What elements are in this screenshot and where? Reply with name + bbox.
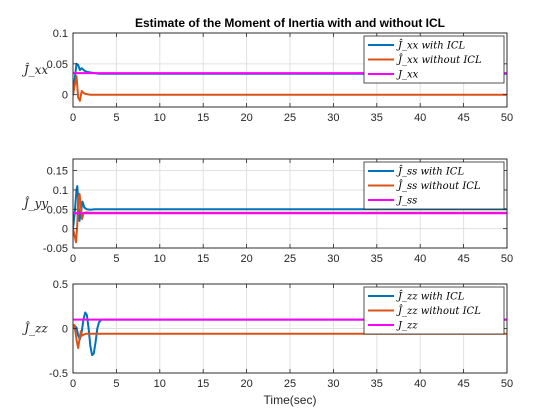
x-tick-label: 25: [284, 112, 296, 124]
subplot-1: 0 5 10 15 20 25 30 35 40 45 50 0 0.05 0.1 Ĵ_xx Ĵ_xx wit…: [21, 28, 513, 124]
x-tick-label: 40: [414, 378, 426, 390]
legend-entry: Ĵ_ss without ICL: [396, 180, 481, 192]
x-tick-label: 5: [113, 112, 119, 124]
legend: Ĵ_ss with ICL Ĵ_ss without ICL J_ss: [363, 161, 505, 210]
y-tick-label: 0.5: [53, 279, 68, 291]
x-tick-label: 25: [284, 253, 296, 265]
legend-entry: Ĵ_zz without ICL: [396, 305, 481, 317]
y-tick-label: -0.05: [43, 243, 68, 255]
x-tick-label: 0: [70, 378, 76, 390]
y-tick-label: 0: [62, 90, 68, 102]
y-axis-label: Ĵ_yy: [21, 196, 49, 211]
subplot-3: 0 5 10 15 20 25 30 35 40 45 50-0.500.5Ĵ_zzĴ_zz wit…: [21, 279, 513, 390]
y-tick-label: 0.1: [53, 28, 68, 40]
x-tick-label: 30: [327, 253, 339, 265]
x-tick-label: 50: [501, 378, 513, 390]
x-tick-label: 45: [457, 253, 469, 265]
x-tick-label: 5: [113, 253, 119, 265]
x-tick-label: 10: [154, 112, 166, 124]
subplot-2-series: [73, 185, 507, 244]
x-tick-label: 50: [501, 253, 513, 265]
y-tick-label: 0.05: [47, 204, 68, 216]
x-tick-label: 0: [70, 253, 76, 265]
x-tick-label: 35: [371, 253, 383, 265]
legend-entry: J_ss: [396, 196, 417, 207]
legend-entry: Ĵ_xx with ICL: [396, 40, 465, 52]
y-tick-label: 0: [62, 224, 68, 236]
y-axis-label: Ĵ_zz: [21, 321, 48, 336]
legend-entry: Ĵ_xx without ICL: [396, 54, 482, 66]
y-tick-label: 0: [62, 324, 68, 336]
x-tick-label: 50: [501, 112, 513, 124]
legend: Ĵ_xx with ICL Ĵ_xx without ICL J_xx: [363, 35, 505, 84]
x-tick-label: 15: [197, 378, 209, 390]
y-tick-label: 0.15: [47, 166, 68, 178]
x-tick-label: 15: [197, 112, 209, 124]
legend-entry: Ĵ_ss with ICL: [396, 166, 464, 178]
x-tick-label: 20: [240, 112, 252, 124]
legend-entry: J_xx: [396, 70, 419, 81]
x-tick-label: 30: [327, 378, 339, 390]
subplot-2: 0 5 10 15 20 25 30 35 40 45 50-0.0500.050.10.15Ĵ_y…: [21, 158, 513, 265]
legend-entry: J_zz: [396, 321, 418, 332]
y-tick-label: -0.5: [49, 368, 68, 380]
x-tick-label: 25: [284, 378, 296, 390]
x-tick-label: 10: [154, 253, 166, 265]
x-tick-label: 0: [70, 112, 76, 124]
y-tick-label: 0.1: [53, 185, 68, 197]
x-axis-label: Time(sec): [264, 393, 317, 407]
y-tick-label: 0.05: [47, 59, 68, 71]
x-tick-label: 35: [371, 378, 383, 390]
x-tick-label: 45: [457, 378, 469, 390]
x-tick-label: 5: [113, 378, 119, 390]
x-tick-label: 30: [327, 112, 339, 124]
x-tick-label: 15: [197, 253, 209, 265]
x-tick-label: 40: [414, 253, 426, 265]
x-tick-label: 20: [240, 253, 252, 265]
x-tick-label: 45: [457, 112, 469, 124]
legend-entry: Ĵ_zz with ICL: [396, 291, 465, 303]
chart-title: Estimate of the Moment of Inertia with a…: [135, 16, 445, 30]
x-tick-label: 35: [371, 112, 383, 124]
x-tick-label: 40: [414, 112, 426, 124]
x-tick-label: 20: [240, 378, 252, 390]
legend: Ĵ_zz with ICL Ĵ_zz without ICL J_zz: [363, 286, 505, 335]
series-line-2: [73, 323, 507, 350]
y-axis-label: Ĵ_xx: [21, 62, 49, 77]
series-line-2: [73, 75, 507, 102]
x-tick-label: 10: [154, 378, 166, 390]
